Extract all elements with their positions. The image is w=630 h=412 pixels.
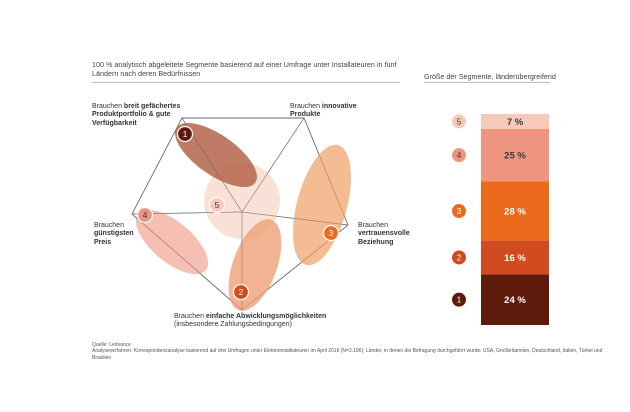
correspondence-map: 1 2 3 4 5 — [131, 117, 351, 311]
legend-marker-label-3: 3 — [457, 206, 462, 216]
method-line: Analyseverfahren: Korrespondenzanalyse b… — [92, 348, 603, 361]
bar-segment-1 — [481, 274, 549, 325]
legend-marker-2 — [451, 249, 467, 266]
legend-marker-label-4: 4 — [457, 150, 462, 160]
bar-segment-3 — [481, 181, 549, 241]
segment-2-marker-label: 2 — [239, 287, 244, 297]
label-relationship: Brauchen vertrauensvolle Beziehung — [358, 222, 410, 246]
axis-spoke-overlay — [241, 211, 349, 226]
bar-title-divider — [424, 82, 550, 83]
segment-5-marker-label: 5 — [215, 200, 220, 210]
segment-4-area — [135, 209, 209, 275]
pentagon-outline — [131, 117, 349, 311]
segment-3-marker — [322, 224, 340, 242]
segment-2-marker — [232, 283, 250, 301]
bar-value-label-3: 28 % — [504, 207, 526, 218]
source-note: Quelle: Ledvance Analyseverfahren: Korre… — [92, 342, 612, 361]
label-price: Brauchen günstigsten Preis — [94, 222, 134, 246]
segment-1-marker — [176, 125, 194, 143]
bar-chart-title: Größe der Segmente, länderübergreifend — [424, 72, 556, 81]
legend-marker-label-5: 5 — [457, 116, 462, 126]
legend-marker-3 — [451, 203, 467, 220]
segment-size-bar: 24 % 1 16 % 2 28 % 3 25 % 4 7 % 5 — [451, 113, 549, 325]
bar-segment-4 — [481, 128, 549, 182]
bar-segment-2 — [481, 240, 549, 275]
bar-segment-5 — [481, 114, 549, 129]
title-divider — [92, 82, 400, 83]
source-line: Quelle: Ledvance — [92, 342, 131, 348]
segment-5-marker — [208, 196, 226, 214]
legend-marker-label-1: 1 — [457, 295, 462, 305]
legend-marker-1 — [451, 291, 467, 308]
axis-spoke-overlay — [241, 117, 305, 213]
label-portfolio: Brauchen breit gefächertes Produktportfo… — [92, 103, 181, 127]
bar-value-label-1: 24 % — [504, 295, 526, 306]
bar-value-label-5: 7 % — [507, 117, 524, 128]
legend-marker-5 — [451, 113, 467, 130]
bar-value-label-4: 25 % — [504, 151, 526, 162]
segment-1-marker-label: 1 — [183, 129, 188, 139]
legend-marker-label-2: 2 — [457, 252, 462, 262]
label-innovative: Brauchen innovative Produkte — [290, 103, 357, 119]
segment-4-marker — [136, 206, 154, 224]
label-processing: Brauchen einfache Abwicklungsmöglichkeit… — [174, 313, 327, 329]
legend-marker-4 — [451, 147, 467, 164]
bar-value-label-2: 16 % — [504, 253, 526, 264]
chart-title: 100 % analytisch abgeleitete Segmente ba… — [92, 60, 397, 78]
segment-3-area — [293, 144, 351, 266]
segment-3-marker-label: 3 — [329, 228, 334, 238]
segment-4-marker-label: 4 — [143, 210, 148, 220]
